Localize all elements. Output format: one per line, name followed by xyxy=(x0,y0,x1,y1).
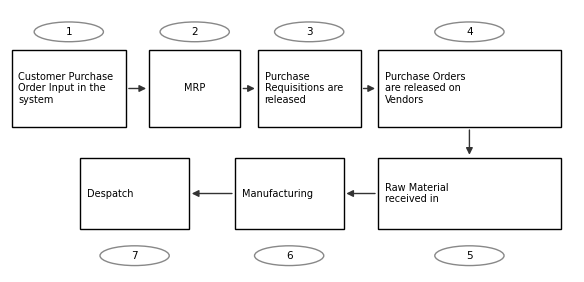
Text: 3: 3 xyxy=(306,27,312,37)
Bar xyxy=(378,50,561,127)
Text: Purchase
Requisitions are
released: Purchase Requisitions are released xyxy=(265,72,343,105)
Ellipse shape xyxy=(255,246,324,266)
Text: Purchase Orders
are released on
Vendors: Purchase Orders are released on Vendors xyxy=(385,72,465,105)
Text: 7: 7 xyxy=(131,251,138,261)
Bar xyxy=(149,50,241,127)
Text: 4: 4 xyxy=(466,27,472,37)
Ellipse shape xyxy=(100,246,169,266)
Bar xyxy=(80,158,189,230)
Ellipse shape xyxy=(34,22,103,42)
Ellipse shape xyxy=(274,22,344,42)
Text: 2: 2 xyxy=(192,27,198,37)
Text: 5: 5 xyxy=(466,251,472,261)
Ellipse shape xyxy=(160,22,230,42)
Ellipse shape xyxy=(435,246,504,266)
Text: Despatch: Despatch xyxy=(87,188,134,199)
Bar xyxy=(12,50,126,127)
Bar xyxy=(258,50,361,127)
Text: Raw Material
received in: Raw Material received in xyxy=(385,183,449,204)
Bar xyxy=(378,158,561,230)
Text: Customer Purchase
Order Input in the
system: Customer Purchase Order Input in the sys… xyxy=(19,72,113,105)
Ellipse shape xyxy=(435,22,504,42)
Bar xyxy=(235,158,343,230)
Text: Manufacturing: Manufacturing xyxy=(242,188,312,199)
Text: 6: 6 xyxy=(286,251,293,261)
Text: 1: 1 xyxy=(65,27,72,37)
Text: MRP: MRP xyxy=(184,83,206,94)
